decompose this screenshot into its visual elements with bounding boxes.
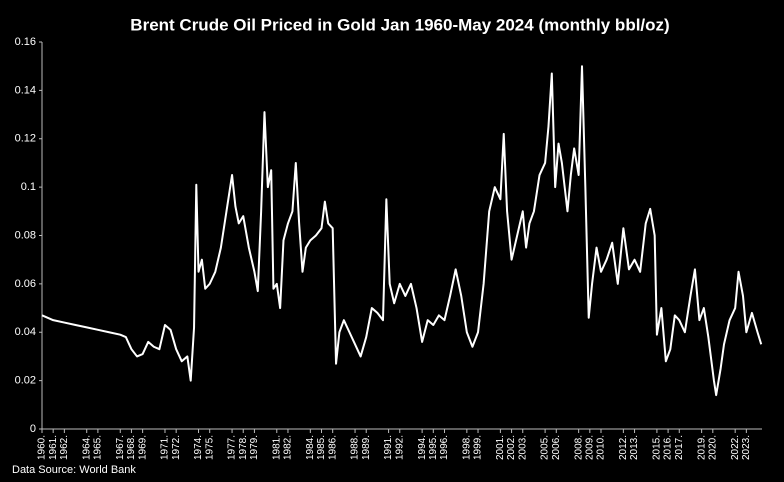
x-tick-label: 1992. <box>394 435 405 460</box>
x-tick-label: 2003. <box>517 435 528 460</box>
x-tick-label: 1979. <box>249 435 260 460</box>
x-tick-label: 2001. <box>495 435 506 460</box>
x-tick-label: 1961. <box>48 435 59 460</box>
x-tick-label: 1964. <box>81 435 92 460</box>
chart-title: Brent Crude Oil Priced in Gold Jan 1960-… <box>130 15 669 34</box>
x-tick-label: 1989. <box>361 435 372 460</box>
x-tick-label: 2002. <box>506 435 517 460</box>
x-tick-label: 2006. <box>551 435 562 460</box>
x-tick-label: 1991. <box>383 435 394 460</box>
x-tick-label: 1996. <box>439 435 450 460</box>
y-tick-label: 0.06 <box>15 278 36 290</box>
x-tick-label: 2022. <box>730 435 741 460</box>
x-tick-label: 2016. <box>663 435 674 460</box>
x-tick-label: 2020. <box>707 435 718 460</box>
x-tick-label: 1994. <box>417 435 428 460</box>
x-tick-label: 1978. <box>238 435 249 460</box>
x-tick-label: 2019. <box>696 435 707 460</box>
x-tick-label: 2017. <box>674 435 685 460</box>
x-tick-label: 1984. <box>305 435 316 460</box>
x-tick-label: 1977. <box>227 435 238 460</box>
y-tick-label: 0.08 <box>15 229 36 241</box>
x-tick-label: 1974. <box>193 435 204 460</box>
y-tick-label: 0.12 <box>15 133 36 145</box>
x-tick-label: 1986. <box>327 435 338 460</box>
x-tick-label: 2023. <box>741 435 752 460</box>
x-tick-label: 2008. <box>573 435 584 460</box>
x-tick-label: 2015. <box>652 435 663 460</box>
y-tick-label: 0.16 <box>15 36 36 48</box>
x-tick-label: 2012. <box>618 435 629 460</box>
x-tick-label: 1998. <box>461 435 472 460</box>
source-note: Data Source: World Bank <box>12 464 136 476</box>
x-tick-label: 1988. <box>350 435 361 460</box>
x-tick-label: 2009. <box>584 435 595 460</box>
price-line <box>41 65 763 397</box>
x-tick-label: 1981. <box>271 435 282 460</box>
x-tick-label: 1975. <box>204 435 215 460</box>
y-tick-label: 0.14 <box>15 84 36 96</box>
x-tick-label: 1969. <box>137 435 148 460</box>
y-tick-label: 0.02 <box>15 375 36 387</box>
x-tick-label: 1965. <box>93 435 104 460</box>
y-tick-label: 0.04 <box>15 326 36 338</box>
x-tick-label: 1999. <box>473 435 484 460</box>
x-tick-label: 1985. <box>316 435 327 460</box>
x-tick-label: 1971. <box>160 435 171 460</box>
x-tick-label: 1972. <box>171 435 182 460</box>
x-tick-label: 2010. <box>596 435 607 460</box>
y-tick-label: 0.1 <box>21 181 36 193</box>
x-tick-label: 1982. <box>283 435 294 460</box>
x-tick-label: 2005. <box>540 435 551 460</box>
x-tick-label: 1962. <box>59 435 70 460</box>
x-tick-label: 1960. <box>37 435 48 460</box>
x-tick-label: 1995. <box>428 435 439 460</box>
x-tick-label: 1967. <box>115 435 126 460</box>
x-tick-label: 1968. <box>126 435 137 460</box>
y-tick-label: 0 <box>30 423 36 435</box>
x-tick-label: 2013. <box>629 435 640 460</box>
